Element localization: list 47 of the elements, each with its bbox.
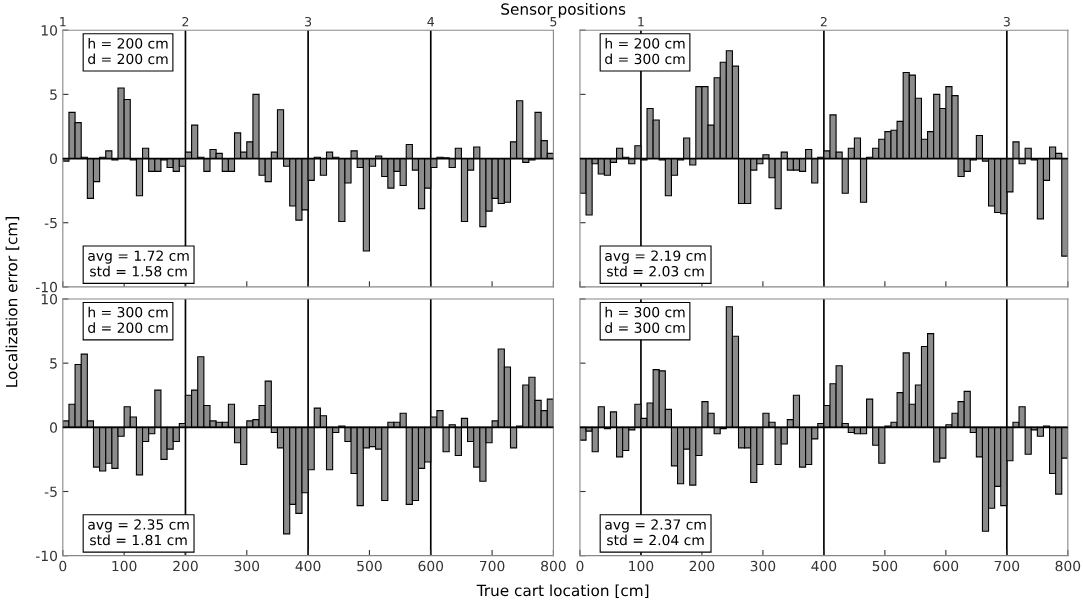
x2-tick-label: 2 xyxy=(182,16,189,27)
x2-tick-label: 5 xyxy=(550,17,557,27)
x-tick-label: 300 xyxy=(750,560,776,572)
y-tick-label: 10 xyxy=(41,293,58,305)
x-tick-label: 100 xyxy=(112,560,137,572)
annotation: h = 300 cm d = 300 cm xyxy=(605,306,685,333)
annotation: avg = 2.35 cm std = 1.81 cm xyxy=(88,519,189,546)
y-axis-title: Localization error [cm] xyxy=(5,217,20,387)
x2-axis-title: Sensor positions xyxy=(501,3,626,18)
x-tick-label: 0 xyxy=(59,560,67,572)
x-tick-label: 700 xyxy=(479,560,505,572)
x-tick-label: 500 xyxy=(357,560,382,572)
x2-tick-label: 3 xyxy=(1003,16,1010,27)
y-tick-label: -10 xyxy=(35,550,58,562)
y-tick-label: 5 xyxy=(50,358,57,369)
x-tick-label: 500 xyxy=(872,560,898,572)
x-tick-label: 400 xyxy=(811,560,837,572)
x-tick-label: 800 xyxy=(541,560,566,572)
y-tick-label: -5 xyxy=(44,486,57,497)
annotation: avg = 2.37 cm std = 2.04 cm xyxy=(605,519,706,546)
y-tick-label: 0 xyxy=(50,153,58,165)
x2-tick-label: 4 xyxy=(427,17,435,27)
x-axis-title: True cart location [cm] xyxy=(476,584,649,599)
x-tick-label: 400 xyxy=(295,560,321,572)
annotation: h = 300 cm d = 200 cm xyxy=(88,306,168,333)
y-tick-label: 10 xyxy=(41,25,58,36)
x-tick-label: 700 xyxy=(994,560,1020,572)
y-tick-label: -5 xyxy=(44,217,57,229)
annotation: avg = 2.19 cm std = 2.03 cm xyxy=(605,250,706,277)
x2-tick-label: 3 xyxy=(305,16,312,27)
x2-tick-label: 1 xyxy=(638,17,644,27)
x-tick-label: 300 xyxy=(234,560,260,572)
x-tick-label: 600 xyxy=(418,560,444,572)
annotation: h = 200 cm d = 200 cm xyxy=(88,37,168,65)
x2-tick-label: 2 xyxy=(820,16,827,27)
annotation: h = 200 cm d = 300 cm xyxy=(605,37,685,65)
y-tick-label: 5 xyxy=(50,89,57,100)
annotation: avg = 1.72 cm std = 1.58 cm xyxy=(88,250,189,277)
x-tick-label: 600 xyxy=(933,560,959,572)
x2-tick-label: 1 xyxy=(60,17,66,27)
y-tick-label: -10 xyxy=(35,281,58,293)
x-tick-label: 200 xyxy=(173,560,198,572)
y-tick-label: 0 xyxy=(50,422,58,433)
x-tick-label: 200 xyxy=(689,560,715,572)
x-tick-label: 800 xyxy=(1055,560,1081,572)
x-tick-label: 100 xyxy=(629,560,654,572)
x-tick-label: 0 xyxy=(576,560,584,572)
